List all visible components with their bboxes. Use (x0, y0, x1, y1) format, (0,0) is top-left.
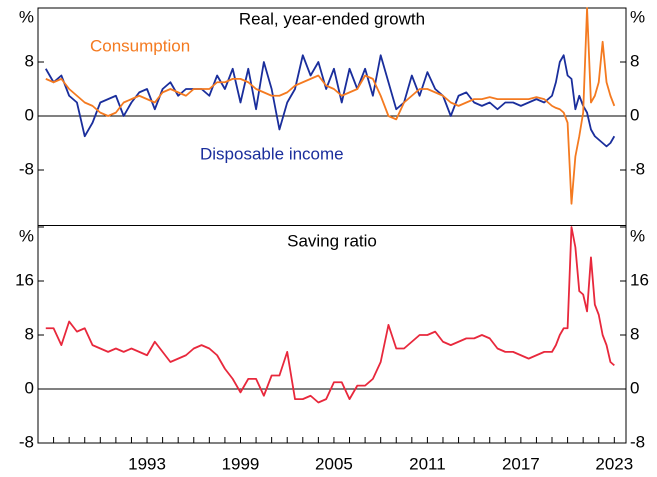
y-tick-label: 8 (25, 324, 34, 343)
y-tick-label: 16 (630, 270, 649, 289)
y-tick-label: 0 (630, 378, 639, 397)
panel-title: Real, year-ended growth (239, 9, 425, 28)
series-label: Consumption (90, 36, 190, 55)
y-tick-label: -8 (19, 159, 34, 178)
x-tick-label: 1993 (128, 454, 166, 473)
y-tick-label: % (19, 226, 34, 245)
series-line (45, 226, 615, 404)
y-tick-label: % (630, 226, 645, 245)
y-tick-label: -8 (630, 159, 645, 178)
y-tick-label: 8 (630, 324, 639, 343)
y-tick-label: -8 (19, 432, 34, 451)
y-tick-label: 0 (25, 105, 34, 124)
y-tick-label: 0 (25, 378, 34, 397)
series-line (45, 54, 616, 148)
x-tick-label: 1999 (222, 454, 260, 473)
panel-title: Saving ratio (287, 231, 377, 250)
y-tick-label: 0 (630, 105, 639, 124)
y-tick-label: 8 (25, 51, 34, 70)
x-tick-label: 2005 (315, 454, 353, 473)
y-tick-label: 16 (15, 270, 34, 289)
y-tick-label: % (630, 7, 645, 26)
y-tick-label: % (19, 7, 34, 26)
series-line (45, 7, 616, 205)
y-tick-label: 8 (630, 51, 639, 70)
x-tick-label: 2017 (502, 454, 540, 473)
y-tick-label: -8 (630, 432, 645, 451)
series-label: Disposable income (200, 144, 344, 163)
x-tick-label: 2023 (595, 454, 633, 473)
x-tick-label: 2011 (409, 454, 446, 473)
